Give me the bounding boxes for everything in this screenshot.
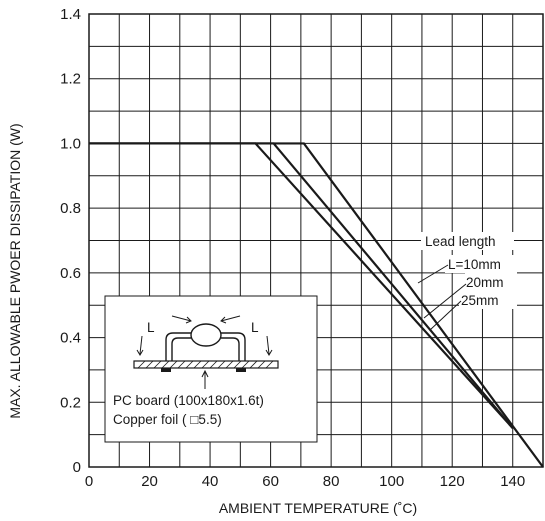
y-tick-label: 0.6 [60,265,81,282]
leader-25mm [429,300,462,331]
series-label-20mm: 20mm [466,275,504,290]
inset-pc-board-text: PC board (100x180x1.6t) [113,393,264,408]
legend-title: Lead length [425,234,496,249]
annotations: Lead length L=10mm 20mm 25mm [417,232,517,331]
plot-frame [88,13,544,468]
x-tick-label: 60 [262,473,279,490]
series-lines [89,142,544,468]
x-tick-label: 80 [323,473,340,490]
lead-label-right: L [251,320,259,335]
y-axis-label: MAX. ALLOWABLE PWOER DISSIPATION (W) [7,123,23,418]
series-line-2 [89,142,544,468]
label-25mm-bg [459,291,517,309]
y-tick-label: 1.2 [60,71,81,88]
x-tick-labels: 0 20 40 60 80 100 120 140 [85,473,525,490]
series-label-10mm: L=10mm [448,257,501,272]
inset-box: L L PC board (100x180x1.6t) Copper foil … [104,295,318,443]
x-axis-label: AMBIENT TEMPERATURE (˚C) [219,500,417,516]
y-tick-label: 0 [73,459,81,476]
x-tick-label: 0 [85,473,93,490]
y-tick-label: 0.4 [60,330,81,347]
y-tick-label: 0.8 [60,200,81,217]
copper-pad-right [236,368,246,372]
label-10mm-bg [445,255,517,273]
y-tick-label: 0.2 [60,394,81,411]
x-tick-label: 40 [202,473,219,490]
inset-copper-foil-text: Copper foil ( □5.5) [113,412,222,427]
board-hatch [137,360,274,369]
y-tick-label: 1.4 [60,6,81,23]
y-tick-label: 1.0 [60,135,81,152]
series-label-25mm: 25mm [461,293,499,308]
x-tick-label: 120 [440,473,465,490]
diode-component-icon [165,323,246,361]
leader-10mm [417,264,449,284]
lead-length-arrows [136,315,273,389]
legend-title-bg [421,232,514,250]
x-tick-label: 20 [141,473,158,490]
leader-20mm [423,283,467,319]
x-tick-label: 140 [500,473,525,490]
label-20mm-bg [465,273,517,291]
lead-label-left: L [147,320,155,335]
y-tick-labels: 0 0.2 0.4 0.6 0.8 1.0 1.2 1.4 [60,6,81,476]
x-tick-label: 100 [379,473,404,490]
copper-pad-left [161,368,171,372]
